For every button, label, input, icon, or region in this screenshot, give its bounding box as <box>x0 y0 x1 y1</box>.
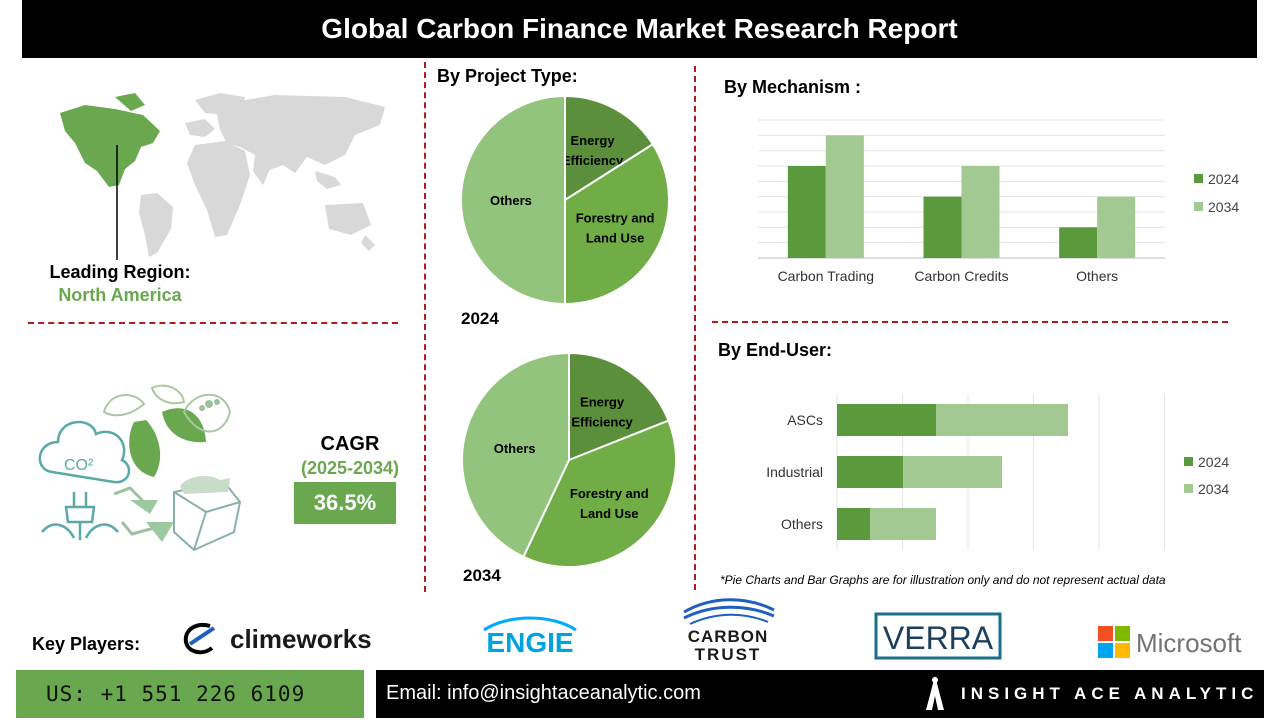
category-label: Carbon Trading <box>778 268 875 284</box>
carbon-trust-logo-text-bottom: TRUST <box>695 645 762 662</box>
bar-ascs-2024 <box>837 404 936 436</box>
email-address[interactable]: Email: info@insightaceanalytic.com <box>386 682 701 704</box>
bar-ascs-2034 <box>936 404 1068 436</box>
bar-others-2024 <box>1059 227 1098 258</box>
pie-slice-3 <box>460 95 566 305</box>
page-title: Global Carbon Finance Market Research Re… <box>22 0 1257 58</box>
pie-slice-1 <box>564 95 655 202</box>
brand-name: INSIGHT ACE ANALYTIC <box>961 684 1259 703</box>
pie-slice-label-1: Energy Efficiency <box>571 394 633 429</box>
world-map-icon <box>60 93 385 260</box>
verra-logo-text: VERRA <box>883 620 994 656</box>
category-label: ASCs <box>787 412 823 428</box>
pie-slice-label-3: Others <box>490 193 532 208</box>
divider-vertical-left <box>424 62 426 592</box>
legend-swatch <box>1194 202 1203 211</box>
engie-logo-text: ENGIE <box>486 627 573 658</box>
bar-others-2024 <box>837 508 870 540</box>
bar-carbon-trading-2034 <box>825 135 864 258</box>
climeworks-logo: climeworks <box>183 623 372 655</box>
pie-chart-2024: Energy Efficiency Forestry and Land Use Othe… <box>460 95 670 305</box>
bar-carbon-trading-2024 <box>787 166 826 258</box>
category-label: Others <box>781 516 823 532</box>
legend-label: 2034 <box>1208 199 1239 215</box>
leading-region-label: Leading Region: <box>49 262 191 282</box>
insightace-logo-icon <box>926 676 944 710</box>
microsoft-logo-icon <box>1098 626 1130 658</box>
project-type-title: By Project Type: <box>437 66 578 86</box>
microsoft-logo-text: Microsoft <box>1136 628 1242 658</box>
pie-slice-1 <box>568 352 670 462</box>
carbon-trust-logo: CARBON TRUST <box>683 598 775 662</box>
carbon-trust-logo-text-top: CARBON <box>688 627 769 646</box>
phone-number[interactable]: US: +1 551 226 6109 <box>16 670 364 718</box>
bar-carbon-credits-2024 <box>923 196 962 258</box>
pie-slice-label-3: Others <box>494 441 536 456</box>
bar-carbon-credits-2034 <box>961 166 1000 258</box>
bar-chart-end-user: ASCs Industrial Others 2024 2034 <box>766 394 1229 550</box>
cagr-range: (2025-2034) <box>300 458 400 478</box>
bar-others-2034 <box>1097 196 1136 258</box>
legend-swatch <box>1184 484 1193 493</box>
climeworks-logo-text: climeworks <box>230 624 372 654</box>
divider-horizontal-left <box>28 322 398 324</box>
end-user-title: By End-User: <box>718 340 833 360</box>
pie-slice-2 <box>564 142 670 305</box>
legend-label: 2024 <box>1208 171 1239 187</box>
eco-illustration-icon: CO² <box>38 384 242 552</box>
pie-chart-2034: Energy Efficiency Forestry and Land Use Othe… <box>461 352 677 568</box>
leading-region-value: North America <box>58 285 182 305</box>
bar-chart-mechanism: Carbon Trading Carbon Credits Others 2024 20… <box>758 119 1239 284</box>
svg-text:CO²: CO² <box>64 457 94 474</box>
pie-slice-label-1: Energy Efficiency <box>562 133 624 168</box>
bar-industrial-2024 <box>837 456 903 488</box>
microsoft-logo: Microsoft <box>1098 626 1242 658</box>
divider-vertical-right <box>694 66 696 590</box>
legend-swatch <box>1194 174 1203 183</box>
pie-year-2024: 2024 <box>461 309 499 328</box>
legend-label: 2034 <box>1198 481 1229 497</box>
footer-bar: Email: info@insightaceanalytic.com INSIG… <box>376 670 1264 718</box>
disclaimer-note: *Pie Charts and Bar Graphs are for illus… <box>720 573 1166 587</box>
pie-slice-3 <box>461 352 570 559</box>
cagr-title: CAGR <box>320 433 380 455</box>
category-label: Others <box>1076 268 1118 284</box>
legend-label: 2024 <box>1198 454 1229 470</box>
cagr-value: 36.5% <box>294 482 396 524</box>
pie-year-2034: 2034 <box>463 566 501 585</box>
mechanism-title: By Mechanism : <box>724 77 862 97</box>
pie-slice-label-2: Forestry and Land Use <box>570 486 649 521</box>
category-label: Carbon Credits <box>914 268 1008 284</box>
bar-others-2034 <box>870 508 936 540</box>
key-players-label: Key Players: <box>32 634 141 654</box>
verra-logo: VERRA <box>874 612 1002 660</box>
pie-slice-2 <box>522 419 677 568</box>
pie-slice-label-2: Forestry and Land Use <box>576 211 655 246</box>
category-label: Industrial <box>766 464 823 480</box>
engie-logo: ENGIE <box>483 616 577 658</box>
divider-horizontal-right <box>712 321 1228 323</box>
legend-swatch <box>1184 457 1193 466</box>
bar-industrial-2034 <box>903 456 1002 488</box>
